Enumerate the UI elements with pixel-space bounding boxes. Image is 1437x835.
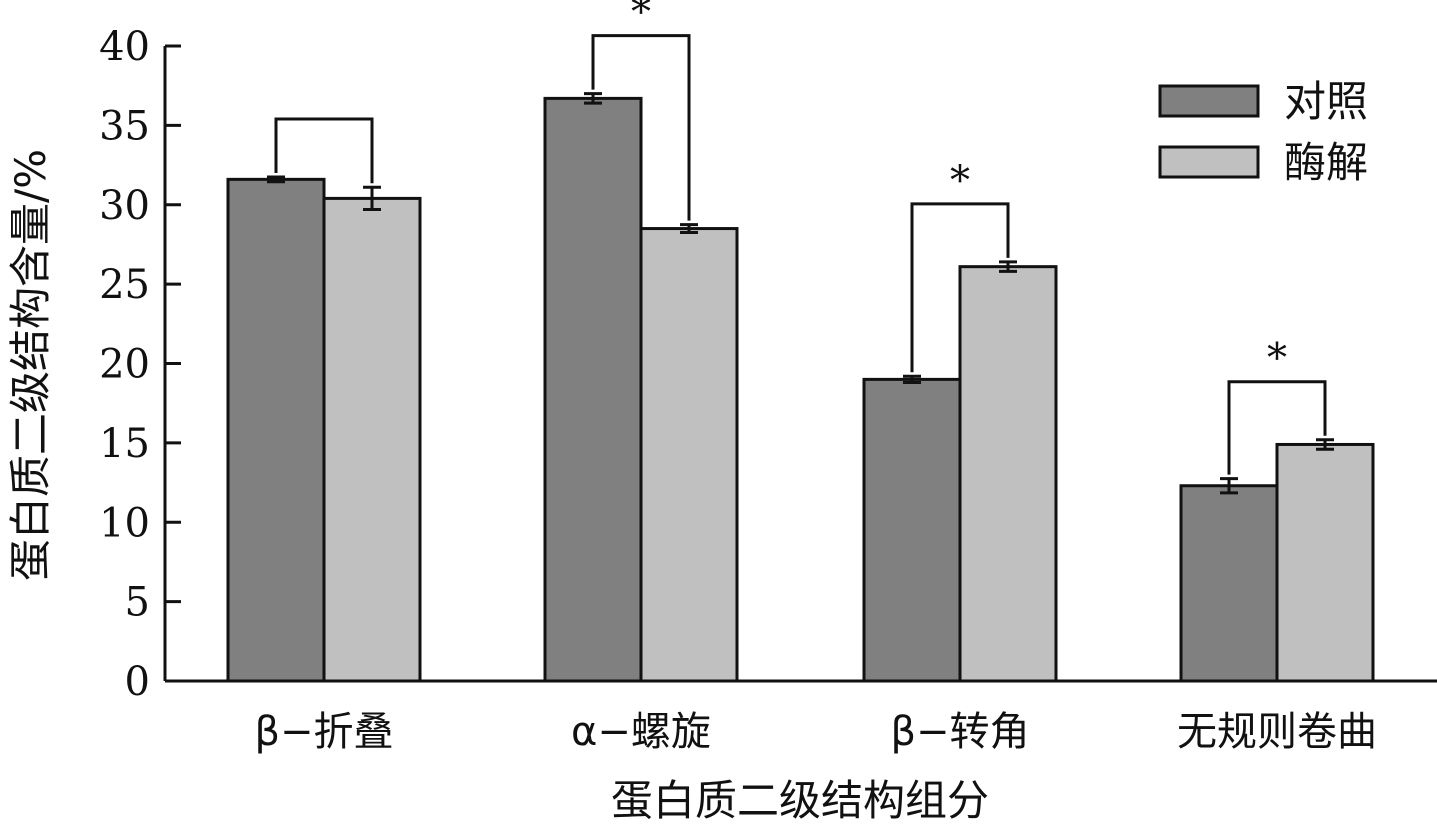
- y-axis-title: 蛋白质二级结构含量/%: [6, 149, 55, 581]
- bar: [1179, 484, 1279, 683]
- legend-label: 对照: [1284, 77, 1368, 126]
- significance-bracket: [1227, 380, 1327, 475]
- bar: [862, 377, 962, 683]
- y-tick-label: 20: [99, 342, 150, 388]
- x-category-label: β−转角: [890, 709, 1029, 755]
- bar: [639, 227, 739, 683]
- legend-swatch: [1158, 145, 1260, 179]
- bar: [958, 265, 1058, 683]
- y-tick-label: 30: [99, 183, 150, 229]
- bars: [226, 96, 1375, 683]
- significance-marker: *: [1267, 336, 1287, 382]
- bar: [1275, 442, 1375, 683]
- significance-marker: *: [950, 158, 970, 204]
- significance-bracket: [591, 34, 691, 221]
- y-tick-label: 15: [99, 421, 150, 467]
- y-tick-label: 0: [125, 659, 150, 705]
- significance-bracket: [910, 202, 1010, 373]
- y-tick-label: 5: [125, 580, 150, 626]
- y-tick-label: 10: [99, 500, 150, 546]
- legend-label: 酶解: [1284, 138, 1368, 187]
- legend-swatch: [1158, 84, 1260, 118]
- x-category-label: 无规则卷曲: [1177, 709, 1377, 755]
- bar: [322, 196, 422, 683]
- y-tick-label: 25: [99, 262, 150, 308]
- y-tick-label: 40: [99, 24, 150, 70]
- bar: [226, 177, 326, 683]
- x-category-label: α−螺旋: [571, 709, 711, 755]
- significance-brackets: * * *: [274, 0, 1327, 475]
- significance-marker: *: [631, 0, 651, 36]
- axes: 0 5 10 15 20 25 30 35 40 β−折叠 α−螺旋 β−转角 无规则卷曲: [99, 24, 1437, 755]
- y-tick-label: 35: [99, 103, 150, 149]
- bar: [543, 96, 643, 683]
- significance-bracket: [274, 117, 374, 184]
- x-category-label: β−折叠: [254, 709, 393, 755]
- x-axis-title: 蛋白质二级结构组分: [611, 776, 989, 825]
- error-bars: [267, 92, 1334, 495]
